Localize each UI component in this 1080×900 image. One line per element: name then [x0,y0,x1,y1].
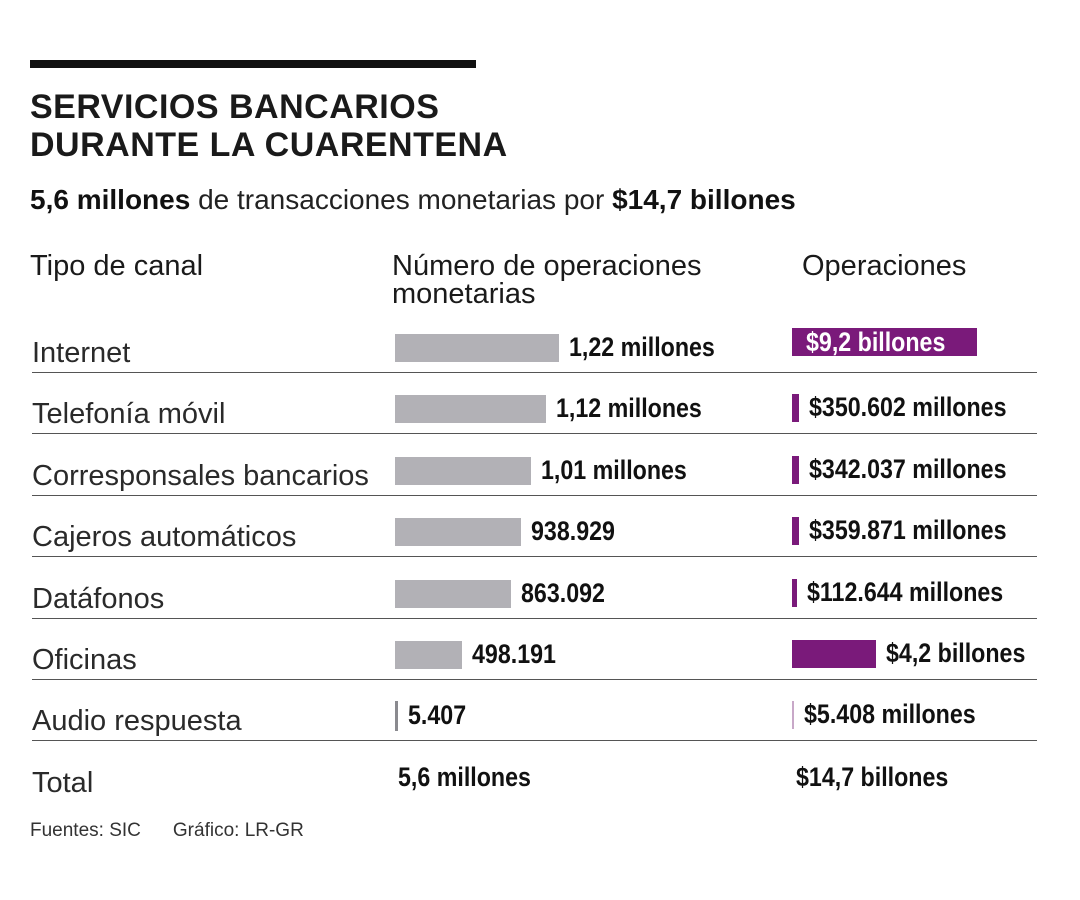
row-divider [32,433,1037,435]
ops-amount-value: $4,2 billones [886,638,1026,668]
footer-sources: Fuentes: SIC Gráfico: LR-GR [30,820,304,842]
title-line-1: SERVICIOS BANCARIOS [30,88,440,126]
table-row: Corresponsales bancarios 1,01 millones $34… [0,446,1080,507]
ops-count-value: 1,12 millones [555,393,702,424]
ops-amount-bar [792,701,794,730]
ops-amount-value: $5.408 millones [804,699,976,730]
subtitle-amount: $14,7 billones [612,184,796,215]
total-ops-count: 5,6 millones [398,761,531,792]
ops-count-bar [395,395,546,424]
ops-count-value: 1,22 millones [569,332,715,362]
channel-label: Oficinas [32,644,137,676]
ops-amount-bar [792,394,800,423]
ops-amount-value: $342.037 millones [808,453,1007,484]
table-row: Datáfonos 863.092 $112.644 millones [0,569,1080,630]
column-header-canal: Tipo de canal [30,250,204,282]
ops-amount-value: $350.602 millones [809,392,1007,423]
column-header-operaciones: Operaciones [802,250,967,282]
ops-count-bar [395,334,559,362]
column-header-num-ops-line2: monetarias [392,278,536,310]
table-row: Internet 1,22 millones $9,2 billones [0,323,1080,384]
ops-amount-value: $112.644 millones [807,576,1004,607]
title-line-2: DURANTE LA CUARENTENA [30,126,508,164]
ops-amount-bar [792,578,797,607]
ops-amount-value: $359.871 millones [809,515,1007,546]
ops-amount-value: $9,2 billones [806,327,946,357]
source-text: Fuentes: SIC [30,820,141,841]
ops-count-bar [395,641,462,669]
ops-count-bar [395,456,531,485]
ops-count-value: 1,01 millones [540,454,687,485]
column-header-num-ops-line1: Número de operaciones [392,250,702,282]
channel-label: Telefonía móvil [32,398,226,431]
column-header-num-ops: Número de operaciones monetarias [392,250,772,310]
total-ops-amount: $14,7 billones [796,761,949,792]
total-label: Total [32,766,94,799]
channel-label: Internet [32,337,131,369]
ops-count-bar [395,701,398,732]
ops-count-value: 5.407 [408,700,467,731]
ops-count-bar [395,518,522,547]
credit-text: Gráfico: LR-GR [172,820,304,841]
table-row: Cajeros automáticos 938.929 $359.871 millo… [0,507,1080,568]
channel-label: Audio respuesta [32,705,242,738]
table-row: Oficinas 498.191 $4,2 billones [0,630,1080,691]
subtitle-count: 5,6 millones [30,184,191,215]
subtitle-text: de transacciones monetarias por [190,184,613,215]
ops-amount-bar [792,517,800,546]
channel-label: Datáfonos [32,582,165,615]
row-divider [32,494,1037,496]
row-divider [32,740,1037,742]
ops-count-value: 863.092 [521,577,605,608]
chart-subtitle: 5,6 millones de transacciones monetarias… [30,184,796,216]
ops-amount-bar [792,328,977,356]
table-row: Audio respuesta 5.407 $5.408 millones [0,691,1080,752]
row-divider [32,617,1037,619]
ops-count-value: 938.929 [531,516,616,547]
ops-count-value: 498.191 [471,639,556,669]
total-row: Total 5,6 millones $14,7 billones [0,753,1080,814]
row-divider [32,372,1037,373]
channel-label: Corresponsales bancarios [32,459,369,492]
ops-amount-bar [792,640,877,668]
row-divider [32,679,1037,680]
top-rule [30,60,476,68]
table-row: Telefonía móvil 1,12 millones $350.602 mil… [0,384,1080,445]
chart-title: SERVICIOS BANCARIOS DURANTE LA CUARENTEN… [30,88,730,164]
row-divider [32,556,1037,558]
ops-count-bar [395,579,512,608]
channel-label: Cajeros automáticos [32,521,297,554]
ops-amount-bar [792,455,799,484]
